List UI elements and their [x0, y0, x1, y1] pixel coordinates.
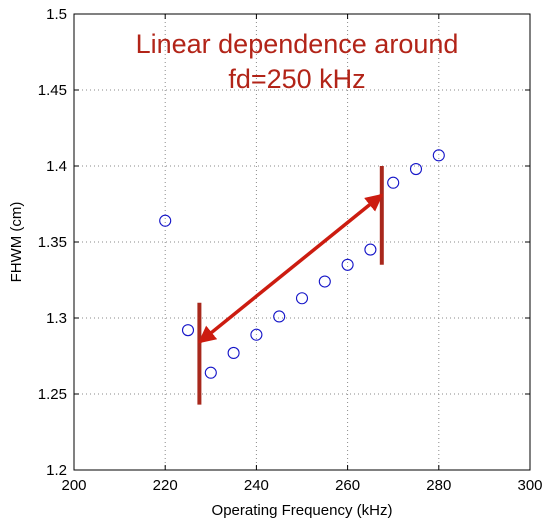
y-tick-label: 1.3	[46, 310, 67, 327]
data-point	[432, 149, 445, 162]
y-tick-label: 1.2	[46, 462, 67, 479]
y-tick-label: 1.4	[46, 158, 67, 175]
annotation-double-arrow	[198, 193, 384, 344]
data-point	[181, 324, 195, 337]
y-tick-label: 1.25	[38, 386, 67, 403]
y-tick-label: 1.35	[38, 234, 67, 251]
x-tick-label: 280	[426, 477, 451, 494]
x-tick-label: 260	[335, 477, 360, 494]
x-axis-label: Operating Frequency (kHz)	[212, 502, 393, 519]
data-point	[227, 346, 240, 360]
x-tick-label: 220	[153, 477, 178, 494]
data-point	[409, 162, 423, 176]
x-tick-label: 200	[61, 477, 86, 494]
axis-ticks: 200 220 240 260 280 300 1.2 1.25 1.3 1.35 1.4 1.45 1…	[38, 6, 543, 494]
y-axis-label: FHWM (cm)	[8, 202, 25, 283]
annotation-line-1: Linear dependence around	[136, 29, 459, 59]
annotation-shapes	[197, 166, 384, 405]
y-tick-label: 1.45	[38, 82, 67, 99]
y-tick-label: 1.5	[46, 6, 67, 23]
plot-frame	[73, 13, 531, 471]
x-tick-label: 300	[517, 477, 542, 494]
data-point	[204, 366, 217, 379]
annotation-line-2: fd=250 kHz	[228, 64, 365, 94]
data-point	[387, 176, 400, 189]
x-tick-label: 240	[244, 477, 269, 494]
data-point	[159, 214, 172, 227]
